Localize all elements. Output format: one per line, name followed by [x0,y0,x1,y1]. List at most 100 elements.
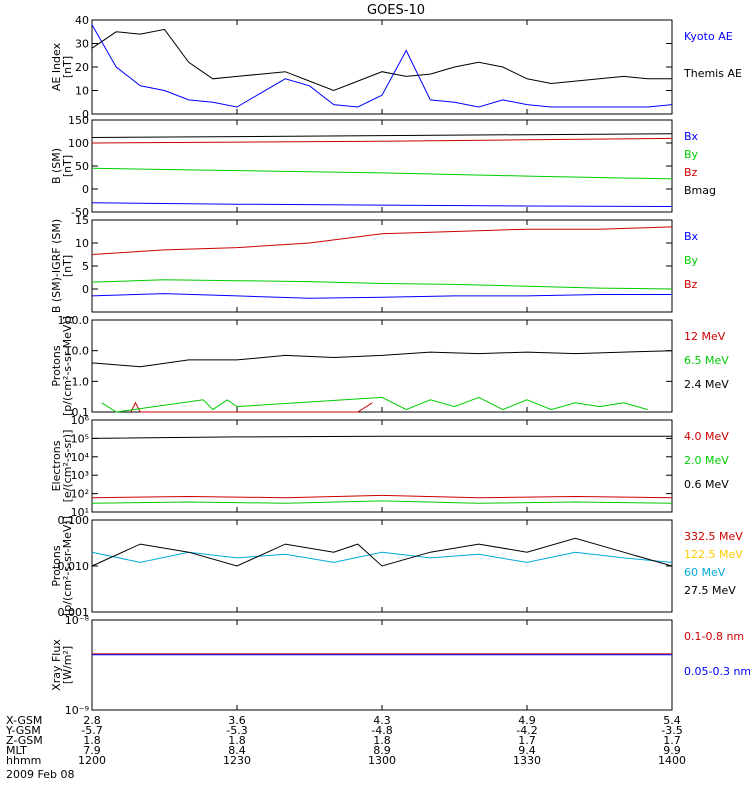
series-line-bmag [91,133,673,138]
legend-entry: 0.6 MeV [684,478,729,491]
x-axis-value: 8.4 [228,744,246,757]
legend-entry: 122.5 MeV [684,548,743,561]
legend-entry: 12 MeV [684,330,726,343]
x-axis-row-label: hhmm [6,754,41,767]
legend-entry: Kyoto AE [684,30,733,43]
y-axis-label: [nT] [61,56,74,78]
y-tick-label: 10.0 [65,345,90,358]
series-line-bz [91,226,673,255]
legend-entry: Themis AE [683,67,742,80]
y-tick-label: 10⁴ [71,451,90,464]
x-axis-value: 2.8 [83,714,101,727]
y-tick-label: 10⁶ [71,414,90,427]
chart-title: GOES-10 [367,3,425,18]
series-line-60-mev [91,551,673,563]
y-tick-label: 10⁻⁸ [65,614,90,627]
series-line-12-mev [130,401,373,413]
x-axis-row-label: Z-GSM [6,734,43,747]
panel-6: 0.001 0.010 0.100 Protons[p/(cm²-s-sr-MeV)]… [50,514,743,619]
x-axis-value: 1.8 [83,734,101,747]
y-tick-label: 10⁵ [71,432,89,445]
y-axis-label: [W/m²] [61,646,74,684]
series-line-4-0-mev [91,494,673,499]
series-line-6-5-mev [101,396,648,413]
y-axis-label: Protons [50,345,63,386]
panel-frame [91,319,673,413]
x-axis-value: 9.9 [663,744,681,757]
x-axis-value: 1.8 [228,734,246,747]
y-tick-label: 10⁻⁹ [65,704,89,717]
y-tick-label: 10¹ [71,506,89,519]
panel-frame [91,619,673,711]
y-tick-label: 100 [68,137,89,150]
series-line-2-4-mev [91,350,673,368]
legend-entry: 0.1-0.8 nm [684,630,744,643]
x-axis-value: 1400 [658,754,686,767]
x-axis-value: 1300 [368,754,396,767]
panel-2: -50 0 50 100 150 B (SM)[nT] Bx By Bz Bmag [50,114,716,219]
x-axis-value: 5.4 [663,714,681,727]
legend-entry: 2.4 MeV [684,378,729,391]
series-line-0-6-mev [91,435,672,439]
series-line-2-0-mev [91,500,673,504]
legend-entry: By [684,254,699,267]
y-tick-label: 0 [82,108,89,121]
y-tick-label: 0.010 [58,560,90,573]
x-axis-row-label: MLT [6,744,27,757]
legend-entry: 0.05-0.3 nm [684,665,750,678]
y-axis-label: [p/(cm²-s-sr-MeV)] [61,316,74,416]
y-tick-label: 20 [75,61,89,74]
x-axis-row-label: Y-GSM [5,724,41,737]
legend-entry: Bz [684,166,698,179]
y-tick-label: 50 [75,160,89,173]
legend-entry: By [684,148,699,161]
y-tick-label: 0 [82,183,89,196]
legend-entry: Bx [684,130,699,143]
legend-entry: 4.0 MeV [684,430,729,443]
y-tick-label: 100.0 [58,314,90,327]
y-tick-label: 5 [82,260,89,273]
series-line-kyoto-ae [91,24,673,108]
series-line-bx [91,293,672,299]
x-axis-value: 1200 [78,754,106,767]
y-axis-label: AE Index [50,42,63,91]
panel-frame [91,419,673,513]
x-axis-value: -4.8 [371,724,392,737]
y-tick-label: 40 [75,14,89,27]
x-axis-value: -5.7 [81,724,102,737]
series-line-by [91,167,673,180]
x-axis-value: 1.8 [373,734,391,747]
y-tick-label: 10² [71,488,89,501]
legend-entry: Bmag [684,184,716,197]
series-line-bx [91,202,673,207]
y-tick-label: 10 [75,85,89,98]
y-tick-label: 10 [75,237,89,250]
legend-entry: 60 MeV [684,566,726,579]
y-axis-label: B (SM)-IGRF (SM) [50,219,63,313]
y-tick-label: 1.0 [72,375,90,388]
x-axis-date: 2009 Feb 08 [6,768,74,781]
x-axis-value: 4.3 [373,714,391,727]
x-axis-value: 1.7 [663,734,681,747]
y-axis-label: Xray Flux [50,639,63,691]
panel-frame [91,19,673,115]
legend-entry: 6.5 MeV [684,354,729,367]
series-line-bz [91,137,673,144]
y-tick-label: 0.1 [72,406,90,419]
legend-entry: Bx [684,230,699,243]
x-axis-value: -4.2 [516,724,537,737]
x-axis-value: 1230 [223,754,251,767]
series-line-themis-ae [91,28,672,92]
y-axis-label: Electrons [50,440,63,491]
y-axis-label: [nT] [61,155,74,177]
y-tick-label: 15 [75,214,89,227]
x-axis-value: 7.9 [83,744,101,757]
y-axis-label: [e/(cm²-s-sr)] [61,430,74,503]
x-axis-row-label: X-GSM [6,714,42,727]
panel-5: 10¹ 10² 10³ 10⁴ 10⁵ 10⁶ Electrons[e/(cm²-s-sr)… [50,414,729,519]
panel-3: 0 5 10 15 B (SM)-IGRF (SM)[nT] Bx By Bz [50,214,699,313]
